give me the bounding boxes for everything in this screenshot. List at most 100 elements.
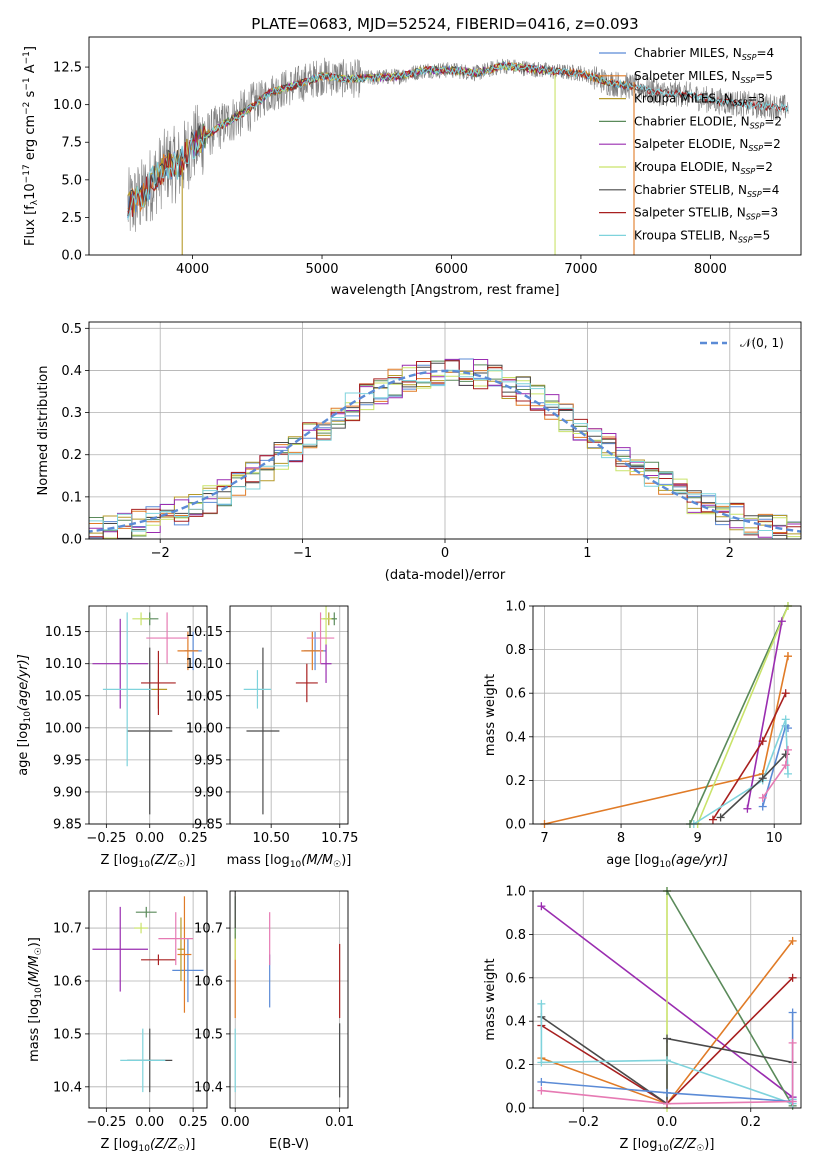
legend-entry: Salpeter MILES, NSSP=5: [634, 69, 773, 85]
y-tick-label: 9.95: [53, 753, 82, 768]
label-part: SSP: [742, 53, 757, 62]
x-tick-label: 1: [583, 546, 591, 561]
y-tick-label: 10.15: [186, 625, 223, 640]
y-tick-label: 0.2: [505, 1058, 526, 1073]
age-vs-mass-panel: 10.50 10.75 9.85 9.90 9.95 10.00 10.05 10.10 10.…: [186, 605, 358, 870]
y-tick-label: 9.85: [53, 818, 82, 833]
plus-marker: [788, 973, 797, 982]
plus-marker: [781, 761, 790, 770]
label-part: age [log: [16, 723, 31, 776]
y-tick-label: 10.10: [186, 657, 223, 672]
plot-area: [92, 896, 204, 1093]
label-part: 10: [34, 987, 44, 999]
legend-entry: Kroupa MILES, NSSP=3: [634, 92, 765, 108]
label-part: 10: [290, 860, 302, 870]
y-tick-label: 2.5: [61, 211, 82, 226]
label-part: ☉: [177, 860, 185, 870]
legend-entry: Chabrier STELIB, NSSP=4: [634, 183, 779, 199]
x-axis-label: Z [log10(Z/Z☉)]: [101, 853, 196, 870]
y-tick-label: 0.3: [61, 406, 82, 421]
label-part: (age/yr)]: [16, 654, 31, 711]
axes-frame: [229, 605, 349, 825]
y-axis-label: Normed distribution: [36, 366, 51, 496]
legend-entry: 𝒩(0, 1): [740, 336, 784, 350]
x-tick-label: 8: [617, 831, 625, 846]
y-tick-label: 0.2: [505, 774, 526, 789]
mass-weight-series: [746, 621, 783, 809]
x-tick-label: −2: [151, 546, 170, 561]
mass-vs-ebv-panel: 0.00 0.01 10.4 10.5 10.6 10.7 E(B-V): [194, 890, 354, 1152]
label-part: =5: [753, 228, 771, 242]
label-part: Kroupa ELODIE, N: [634, 160, 741, 174]
label-part: ]: [23, 46, 38, 51]
plus-marker: [783, 769, 792, 778]
y-tick-label: 10.00: [45, 721, 82, 736]
plus-marker: [758, 793, 767, 802]
spectrum-panel: 4000 5000 6000 7000 8000 0.0 2.5 5.0 7.5 10.0 12.5…: [22, 15, 802, 298]
y-tick-label: 0.1: [61, 490, 82, 505]
x-tick-label: 2: [726, 546, 734, 561]
label-part: =5: [755, 69, 773, 83]
x-tick-label: 0.00: [135, 831, 164, 846]
errorbar-point: [331, 612, 338, 626]
label-part: 10: [23, 183, 38, 200]
y-tick-label: 0.4: [505, 1015, 526, 1030]
plus-marker: [781, 689, 790, 698]
label-part: SSP: [741, 76, 756, 85]
errorbar-point: [320, 644, 332, 683]
label-part: =4: [762, 183, 780, 197]
label-part: )]: [341, 853, 351, 868]
y-tick-label: 12.5: [53, 61, 82, 76]
y-tick-label: 0.8: [505, 928, 526, 943]
label-part: Salpeter MILES, N: [634, 69, 741, 83]
x-axis-label: (data-model)/error: [385, 568, 506, 583]
axes-frame: [532, 890, 802, 1109]
x-tick-label: 5000: [305, 262, 338, 277]
y-tick-label: 9.95: [194, 753, 223, 768]
plot-area: [234, 891, 341, 1098]
x-tick-label: 10.75: [321, 831, 358, 846]
errorbar-point: [141, 954, 176, 966]
legend-entry: Chabrier MILES, NSSP=4: [634, 46, 774, 62]
errorbar-point: [243, 670, 272, 709]
label-part: ☉: [696, 1144, 704, 1154]
errorbar-point: [177, 917, 185, 981]
errorbar-point: [132, 612, 150, 626]
x-axis-label: Z [log10(Z/Z☉)]: [620, 1137, 715, 1154]
label-part: Kroupa STELIB, N: [634, 228, 738, 242]
x-axis-label: wavelength [Angstrom, rest frame]: [331, 283, 560, 298]
y-tick-label: 7.5: [61, 136, 82, 151]
y-tick-label: 0.4: [505, 730, 526, 745]
label-part: Chabrier ELODIE, N: [634, 114, 750, 128]
label-part: −1: [22, 51, 32, 64]
label-part: Kroupa MILES, N: [634, 92, 733, 106]
label-part: =3: [747, 92, 765, 106]
plus-marker: [758, 737, 767, 746]
label-part: )]: [704, 1137, 714, 1152]
label-part: (Z/Z: [150, 1137, 178, 1152]
observed-spectrum: [127, 57, 789, 232]
label-part: )]: [185, 1137, 195, 1152]
errorbar-point: [141, 650, 176, 715]
plus-marker: [537, 902, 546, 911]
plus-marker: [788, 1008, 797, 1017]
x-axis-label: age [log10(age/yr)]: [606, 853, 728, 870]
axes-frame: [88, 36, 802, 256]
label-part: Salpeter STELIB, N: [634, 206, 746, 220]
label-part: SSP: [741, 167, 756, 176]
plot-area: [92, 612, 202, 815]
mass-weight-vs-metallicity-panel: −0.2 0.0 0.2 0.0 0.2 0.4 0.6 0.8 1.0 Z [log10(Z/Z…: [483, 885, 802, 1154]
label-part: =2: [763, 137, 781, 151]
legend-entry: Salpeter ELODIE, NSSP=2: [634, 137, 781, 153]
plus-marker: [708, 815, 717, 824]
y-tick-label: 0.6: [505, 687, 526, 702]
label-part: Flux [f: [23, 205, 38, 246]
label-part: Z [log: [101, 1137, 139, 1152]
axes-frame: [229, 890, 349, 1109]
plus-marker: [781, 750, 790, 759]
chart-title: PLATE=0683, MJD=52524, FIBERID=0416, z=0…: [251, 15, 638, 33]
y-axis-label: mass [log10(M/M☉)]: [27, 937, 44, 1062]
y-tick-label: 5.0: [61, 173, 82, 188]
